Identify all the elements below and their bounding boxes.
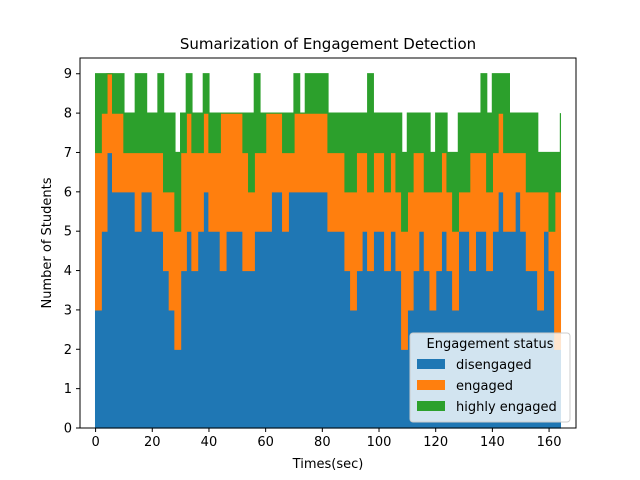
y-tick-label: 9 (64, 67, 72, 82)
y-tick-label: 3 (64, 303, 72, 318)
x-tick-label: 120 (423, 435, 448, 450)
y-tick-label: 0 (64, 422, 72, 437)
legend-label-disengaged: disengaged (456, 358, 532, 373)
legend-box (409, 332, 571, 423)
x-tick-label: 20 (144, 435, 161, 450)
x-tick-label: 160 (537, 435, 562, 450)
y-tick-label: 6 (64, 185, 72, 200)
y-axis: 0 1 2 3 4 5 6 7 8 9 (64, 67, 80, 437)
legend-label-engaged: engaged (456, 379, 513, 394)
y-axis-label: Number of Students (40, 177, 55, 308)
legend-swatch-highly-engaged (417, 401, 445, 411)
x-tick-label: 80 (314, 435, 331, 450)
x-tick-label: 100 (367, 435, 392, 450)
y-tick-label: 5 (64, 225, 72, 240)
legend-swatch-disengaged (417, 359, 445, 369)
y-tick-label: 7 (64, 146, 72, 161)
y-tick-label: 2 (64, 343, 72, 358)
x-tick-label: 60 (257, 435, 274, 450)
plot-frame (79, 57, 577, 429)
chart-title: Sumarization of Engagement Detection (180, 35, 476, 53)
y-tick-label: 4 (64, 264, 72, 279)
x-tick-label: 0 (91, 435, 99, 450)
legend-swatch-engaged (417, 380, 445, 390)
legend-title: Engagement status (427, 337, 554, 352)
y-tick-label: 1 (64, 382, 72, 397)
x-tick-label: 40 (201, 435, 218, 450)
legend-label-highly-engaged: highly engaged (456, 400, 557, 415)
y-tick-label: 8 (64, 107, 72, 122)
area-highly-engaged (94, 73, 562, 232)
x-axis-label: Times(sec) (292, 457, 364, 472)
legend: Engagement status disengaged engaged hig… (409, 332, 571, 423)
x-tick-label: 140 (480, 435, 505, 450)
x-axis: 0 20 40 60 80 100 120 140 160 (91, 428, 561, 450)
